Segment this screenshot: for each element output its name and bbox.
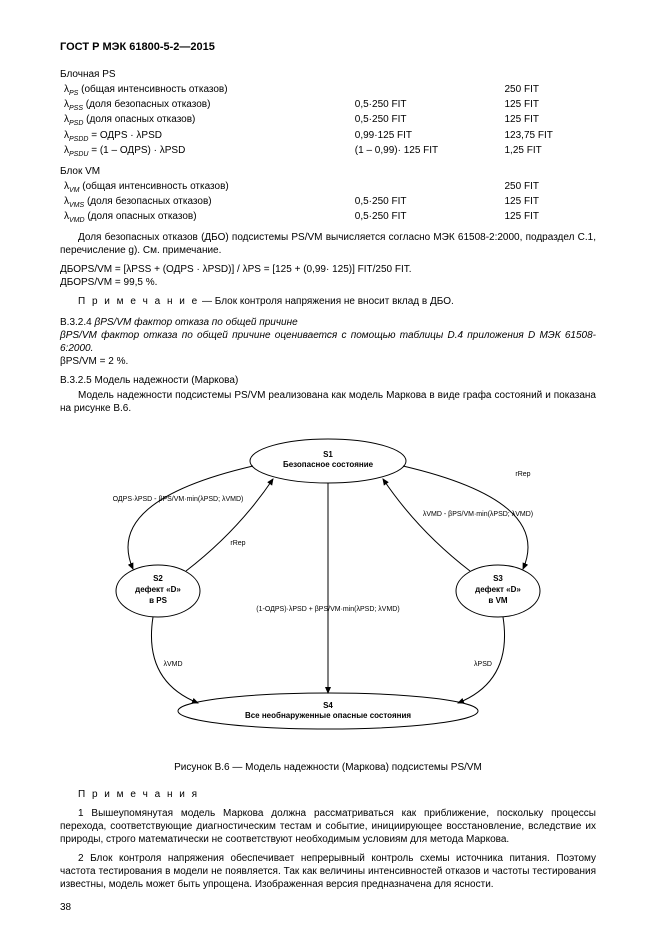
- edge-s2-s1: [186, 479, 273, 571]
- b325-text: Модель надежности подсистемы PS/VM реали…: [60, 389, 596, 415]
- table-row: λVMS (доля безопасных отказов)0,5·250 FI…: [60, 195, 596, 210]
- b324-heading: В.3.2.4 βPS/VM фактор отказа по общей пр…: [60, 316, 596, 329]
- node-s1-l2: Безопасное состояние: [283, 460, 374, 469]
- b325-title: Модель надежности (Маркова): [92, 375, 239, 386]
- node-s2-l3: в PS: [149, 596, 167, 605]
- b324-text: βPS/VM фактор отказа по общей причине оц…: [60, 329, 596, 355]
- node-s3-l3: в VM: [488, 596, 507, 605]
- dbo-eq2: ДБОPS/VM = 99,5 %.: [60, 276, 596, 289]
- node-s1-l1: S1: [323, 450, 333, 459]
- note-1-text: — Блок контроля напряжения не вносит вкл…: [199, 296, 454, 307]
- figure-caption: Рисунок В.6 — Модель надежности (Маркова…: [60, 761, 596, 774]
- note-b: 2 Блок контроля напряжения обеспечивает …: [60, 852, 596, 891]
- edge-s2-s4: [151, 617, 198, 703]
- edge-s2-s4-label: λVMD: [163, 661, 182, 668]
- table-row: λPSS (доля безопасных отказов)0,5·250 FI…: [60, 98, 596, 113]
- b324-num: В.3.2.4: [60, 317, 92, 328]
- notes-label-text: П р и м е ч а н и я: [78, 789, 199, 800]
- node-s2-l2: дефект «D»: [135, 585, 181, 594]
- node-s3-l1: S3: [493, 574, 503, 583]
- edge-s1-s2-label: ОДPS·λPSD - βPS/VM·min(λPSD; λVMD): [113, 496, 244, 503]
- table-row: λPSDU = (1 – ОДPS) · λPSD(1 – 0,99)· 125…: [60, 144, 596, 159]
- block-ps-title: Блочная PS: [60, 68, 596, 81]
- table-row: λVM (общая интенсивность отказов)250 FIT: [60, 180, 596, 195]
- dbo-eq1: ДБОPS/VM = [λPSS + (ОДPS · λPSD)] / λPS …: [60, 263, 596, 276]
- node-s4-l1: S4: [323, 701, 333, 710]
- node-s2-l1: S2: [153, 574, 163, 583]
- edge-s2-s1-label: rRep: [230, 540, 245, 547]
- note-1: П р и м е ч а н и е — Блок контроля напр…: [60, 295, 596, 308]
- edge-s3-s1-label: rRep: [515, 471, 530, 478]
- b324-text-span: βPS/VM фактор отказа по общей причине оц…: [60, 330, 596, 354]
- edge-s3-s1: [383, 479, 470, 571]
- edge-s3-s4: [458, 617, 505, 703]
- edge-s1-s3-label: λVMD - βPS/VM·min(λPSD; λVMD): [423, 511, 533, 518]
- vm-table: λVM (общая интенсивность отказов)250 FIT…: [60, 180, 596, 225]
- b324-title: βPS/VM фактор отказа по общей причине: [92, 317, 298, 328]
- notes-label: П р и м е ч а н и я: [60, 788, 596, 801]
- table-row: λPS (общая интенсивность отказов)250 FIT: [60, 83, 596, 98]
- doc-header: ГОСТ Р МЭК 61800-5-2—2015: [60, 40, 596, 54]
- edge-s3-s4-label: λPSD: [474, 661, 492, 668]
- node-s4-l2: Все необнаруженные опасные состояния: [245, 711, 411, 720]
- ps-table: λPS (общая интенсивность отказов)250 FIT…: [60, 83, 596, 158]
- b325-heading: В.3.2.5 Модель надежности (Маркова): [60, 374, 596, 387]
- table-row: λPSD (доля опасных отказов)0,5·250 FIT12…: [60, 113, 596, 128]
- para-dbo-intro: Доля безопасных отказов (ДБО) подсистемы…: [60, 231, 596, 257]
- table-row: λVMD (доля опасных отказов)0,5·250 FIT12…: [60, 210, 596, 225]
- edge-s1-s2: [128, 466, 253, 569]
- node-s3-l2: дефект «D»: [475, 585, 521, 594]
- b325-num: В.3.2.5: [60, 375, 92, 386]
- markov-diagram: S1 Безопасное состояние S2 дефект «D» в …: [78, 421, 578, 751]
- edge-s1-s4-label: (1-ОДPS)·λPSD + βPS/VM·min(λPSD; λVMD): [256, 606, 399, 613]
- b324-val: βPS/VM = 2 %.: [60, 355, 596, 368]
- note-1-label: П р и м е ч а н и е: [78, 296, 199, 307]
- note-a: 1 Вышеупомянутая модель Маркова должна р…: [60, 807, 596, 846]
- table-row: λPSDD = ОДPS · λPSD0,99·125 FIT123,75 FI…: [60, 129, 596, 144]
- page-number: 38: [60, 901, 596, 914]
- block-vm-title: Блок VM: [60, 165, 596, 178]
